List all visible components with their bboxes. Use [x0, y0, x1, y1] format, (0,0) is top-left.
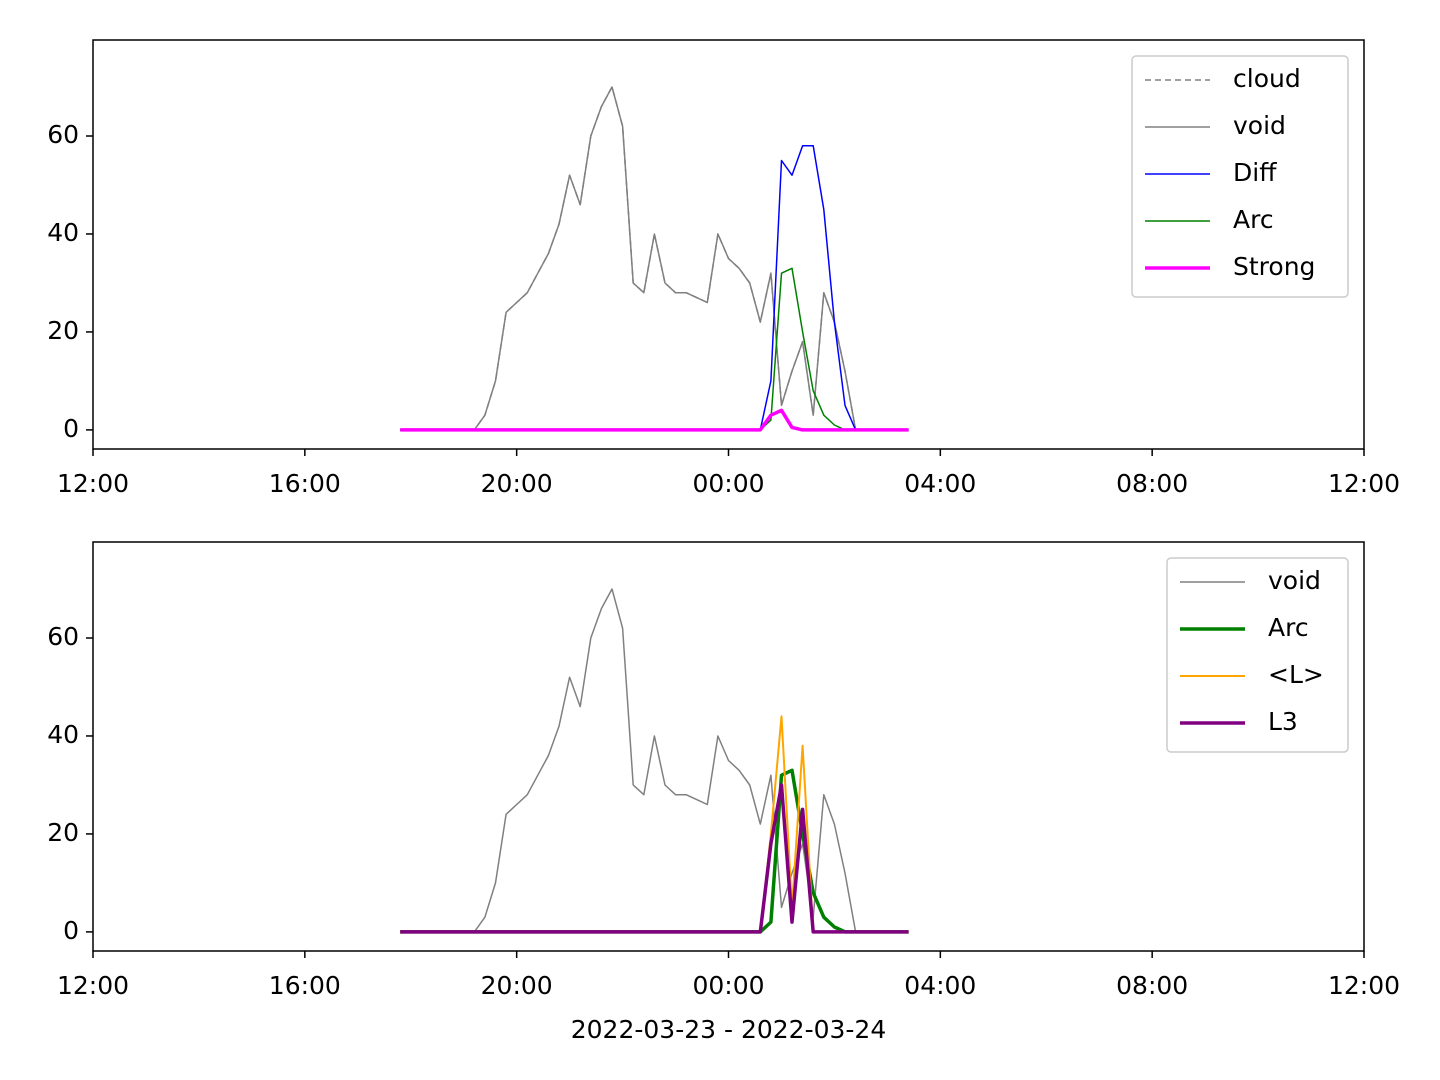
series-line	[400, 783, 909, 934]
x-tick-label: 20:00	[481, 469, 553, 498]
legend-box	[1166, 557, 1349, 753]
plot-frame	[92, 39, 1365, 450]
x-tick-label: 12:00	[57, 469, 129, 498]
plot-frame	[92, 541, 1365, 952]
legend-label: Arc	[1233, 205, 1274, 234]
x-tick-label: 04:00	[904, 971, 976, 1000]
x-tick-label: 08:00	[1116, 469, 1188, 498]
series-line	[400, 768, 909, 934]
x-tick-label: 20:00	[481, 971, 553, 1000]
series-line	[400, 86, 909, 431]
series-line	[400, 86, 909, 431]
series-line	[400, 715, 909, 933]
x-tick-label: 16:00	[269, 971, 341, 1000]
y-tick-label: 20	[47, 316, 79, 345]
legend-label: <L>	[1268, 660, 1324, 689]
x-tick-label: 00:00	[692, 469, 764, 498]
y-tick-label: 60	[47, 622, 79, 651]
x-axis-label: 2022-03-23 - 2022-03-24	[571, 1015, 887, 1044]
legend-label: void	[1268, 566, 1321, 595]
legend-label: void	[1233, 111, 1286, 140]
x-tick-label: 00:00	[692, 971, 764, 1000]
y-tick-label: 0	[63, 414, 79, 443]
legend-label: cloud	[1233, 64, 1301, 93]
x-tick-label: 08:00	[1116, 971, 1188, 1000]
series-line	[400, 408, 909, 432]
y-tick-label: 60	[47, 120, 79, 149]
x-tick-label: 04:00	[904, 469, 976, 498]
legend-label: Arc	[1268, 613, 1309, 642]
x-tick-label: 12:00	[57, 971, 129, 1000]
legend-label: Strong	[1233, 252, 1315, 281]
series-line	[400, 588, 909, 933]
y-tick-label: 20	[47, 818, 79, 847]
x-tick-label: 12:00	[1328, 971, 1400, 1000]
x-tick-label: 16:00	[269, 469, 341, 498]
y-tick-label: 40	[47, 218, 79, 247]
y-tick-label: 40	[47, 720, 79, 749]
series-line	[400, 145, 909, 431]
y-tick-label: 0	[63, 916, 79, 945]
legend-box	[1131, 55, 1349, 298]
x-tick-label: 12:00	[1328, 469, 1400, 498]
legend-label: Diff	[1233, 158, 1277, 187]
legend-label: L3	[1268, 707, 1298, 736]
